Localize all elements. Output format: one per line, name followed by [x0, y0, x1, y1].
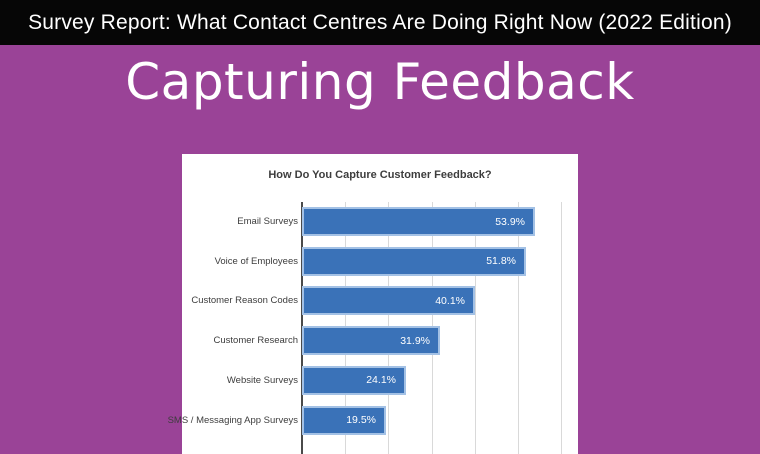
bar-chart: Email Surveys 53.9% Voice of Employees 51.8…	[168, 154, 578, 454]
value-label: 19.5%	[346, 414, 376, 426]
gridline	[561, 202, 563, 454]
category-label: Voice of Employees	[214, 255, 298, 267]
bar: 40.1%	[302, 286, 475, 316]
category-label: Customer Research	[213, 335, 298, 347]
value-label: 24.1%	[366, 374, 396, 387]
chart-card: How Do You Capture Customer Feedback? Em…	[168, 154, 578, 454]
category-label: Website Surveys	[226, 374, 298, 386]
page-title: Capturing Feedback	[125, 53, 635, 111]
bar: 53.9%	[302, 207, 535, 236]
report-banner-text: Survey Report: What Contact Centres Are …	[28, 10, 732, 34]
value-label: 53.9%	[495, 215, 525, 228]
category-label: Email Surveys	[237, 216, 298, 227]
bar: 31.9%	[302, 326, 440, 356]
bar: 19.5%	[302, 405, 386, 435]
gridline	[474, 202, 476, 454]
bar: 24.1%	[302, 365, 406, 395]
gridline	[518, 202, 519, 454]
category-label: SMS / Messaging App Surveys	[167, 414, 298, 426]
value-label: 40.1%	[435, 294, 465, 307]
report-banner: Survey Report: What Contact Centres Are …	[0, 0, 760, 45]
chart-title: How Do You Capture Customer Feedback?	[268, 169, 492, 181]
value-label: 51.8%	[486, 255, 516, 268]
category-label: Customer Reason Codes	[191, 295, 298, 307]
value-label: 31.9%	[400, 334, 430, 347]
bar: 51.8%	[302, 246, 526, 276]
